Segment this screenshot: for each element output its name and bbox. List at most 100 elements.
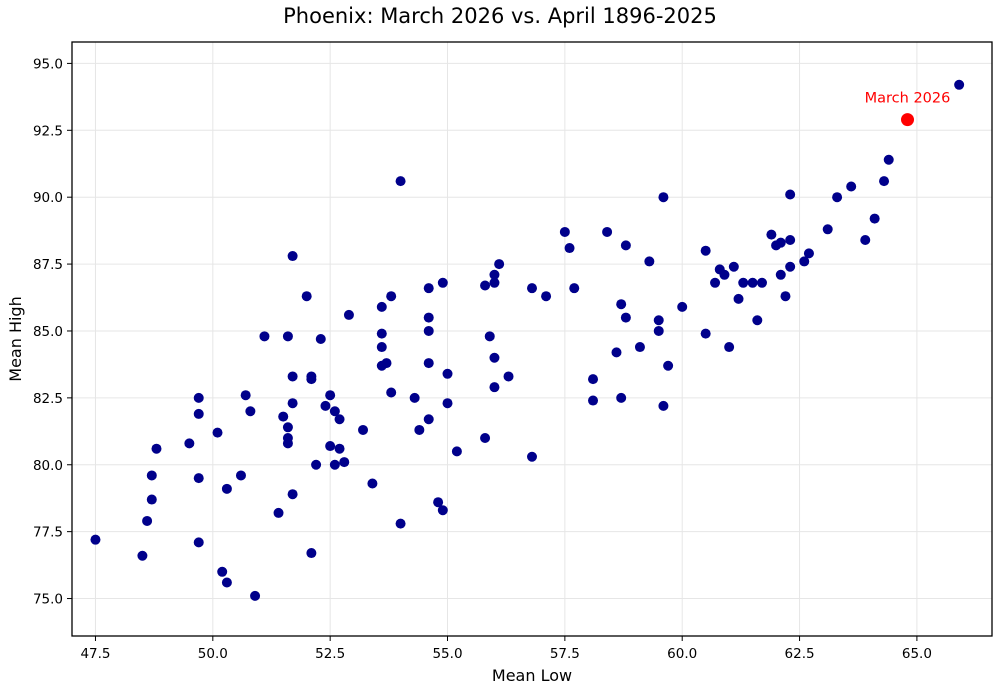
data-point	[301, 291, 312, 302]
chart-title: Phoenix: March 2026 vs. April 1896-2025	[283, 4, 717, 28]
data-point	[221, 483, 232, 494]
data-point	[564, 243, 575, 254]
data-point	[311, 459, 322, 470]
march-2026-annotation: March 2026	[865, 91, 951, 107]
data-point	[785, 235, 796, 245]
data-point	[451, 446, 462, 457]
data-point	[616, 299, 627, 310]
data-point	[329, 406, 340, 417]
data-point	[367, 478, 378, 489]
data-point	[728, 261, 739, 272]
data-point	[588, 395, 599, 406]
data-point	[315, 334, 326, 344]
data-point	[489, 277, 500, 288]
data-point	[846, 181, 857, 192]
data-point	[489, 269, 500, 280]
data-point	[325, 441, 336, 452]
data-point	[287, 371, 298, 382]
data-point	[738, 277, 749, 288]
data-point	[480, 433, 491, 443]
data-point	[282, 438, 293, 449]
data-point	[437, 277, 448, 288]
data-point	[137, 550, 148, 561]
data-point	[653, 325, 664, 336]
data-point	[611, 347, 622, 358]
x-tick-label: 47.5	[80, 646, 110, 662]
data-point	[395, 176, 406, 187]
y-tick-label: 82.5	[33, 391, 63, 407]
data-point	[212, 427, 223, 438]
data-point	[775, 269, 786, 280]
y-axis-ticks: 75.0 77.5 80.0 82.5 85.0 87.5 90.0 92.5 95.0	[33, 56, 72, 608]
x-tick-label: 57.5	[550, 646, 580, 662]
data-point	[620, 240, 631, 251]
x-tick-label: 62.5	[785, 646, 815, 662]
data-point	[747, 277, 758, 288]
data-point	[620, 312, 631, 323]
y-tick-label: 87.5	[33, 257, 63, 273]
data-point	[142, 515, 153, 526]
grid-lines	[72, 42, 992, 636]
data-point	[489, 352, 500, 363]
data-point	[766, 229, 777, 240]
data-point	[883, 154, 894, 165]
data-point	[775, 237, 786, 248]
march-2026-point	[901, 113, 915, 127]
x-tick-label: 50.0	[198, 646, 228, 662]
x-axis-ticks: 47.5 50.0 52.5 55.0 57.5 60.0 62.5 65.0	[80, 636, 932, 662]
data-point	[423, 325, 434, 336]
data-point	[414, 424, 425, 435]
data-point	[217, 566, 228, 577]
data-point	[733, 293, 744, 304]
data-point	[677, 301, 688, 312]
data-point	[559, 226, 570, 237]
data-point	[752, 315, 763, 326]
data-point	[376, 328, 387, 339]
data-point	[700, 245, 711, 256]
data-point	[306, 548, 317, 559]
x-tick-label: 60.0	[667, 646, 697, 662]
y-tick-label: 80.0	[33, 458, 63, 474]
data-point	[433, 497, 444, 508]
x-tick-label: 52.5	[315, 646, 345, 662]
data-point	[423, 283, 434, 294]
data-point	[381, 358, 392, 369]
data-point	[259, 331, 270, 342]
y-tick-label: 85.0	[33, 324, 63, 340]
data-point	[423, 358, 434, 369]
data-point	[442, 368, 453, 379]
x-tick-label: 65.0	[902, 646, 932, 662]
data-point	[151, 443, 162, 454]
data-point	[306, 374, 317, 385]
data-point	[644, 256, 655, 267]
data-point	[503, 371, 514, 382]
data-point	[541, 291, 552, 302]
data-point	[442, 398, 453, 409]
data-point	[376, 342, 387, 353]
data-point	[193, 408, 204, 419]
data-point	[423, 312, 434, 323]
data-point	[334, 443, 345, 454]
data-point	[287, 489, 298, 500]
data-point	[653, 315, 664, 326]
data-point	[489, 382, 500, 393]
data-point	[860, 235, 871, 245]
data-point	[320, 400, 331, 411]
y-axis-label: Mean High	[6, 296, 25, 381]
data-point	[282, 422, 293, 433]
y-tick-label: 95.0	[33, 56, 63, 72]
data-point	[869, 213, 880, 224]
data-point	[954, 79, 965, 90]
data-point	[780, 291, 791, 302]
data-point	[484, 331, 495, 342]
data-point	[395, 518, 406, 529]
data-point	[527, 451, 537, 462]
y-tick-label: 92.5	[33, 123, 63, 139]
data-point	[719, 269, 730, 280]
data-point	[250, 590, 261, 601]
data-point	[799, 256, 810, 267]
x-tick-label: 55.0	[432, 646, 462, 662]
data-point	[634, 342, 645, 353]
data-point	[757, 277, 767, 288]
y-tick-label: 90.0	[33, 190, 63, 206]
